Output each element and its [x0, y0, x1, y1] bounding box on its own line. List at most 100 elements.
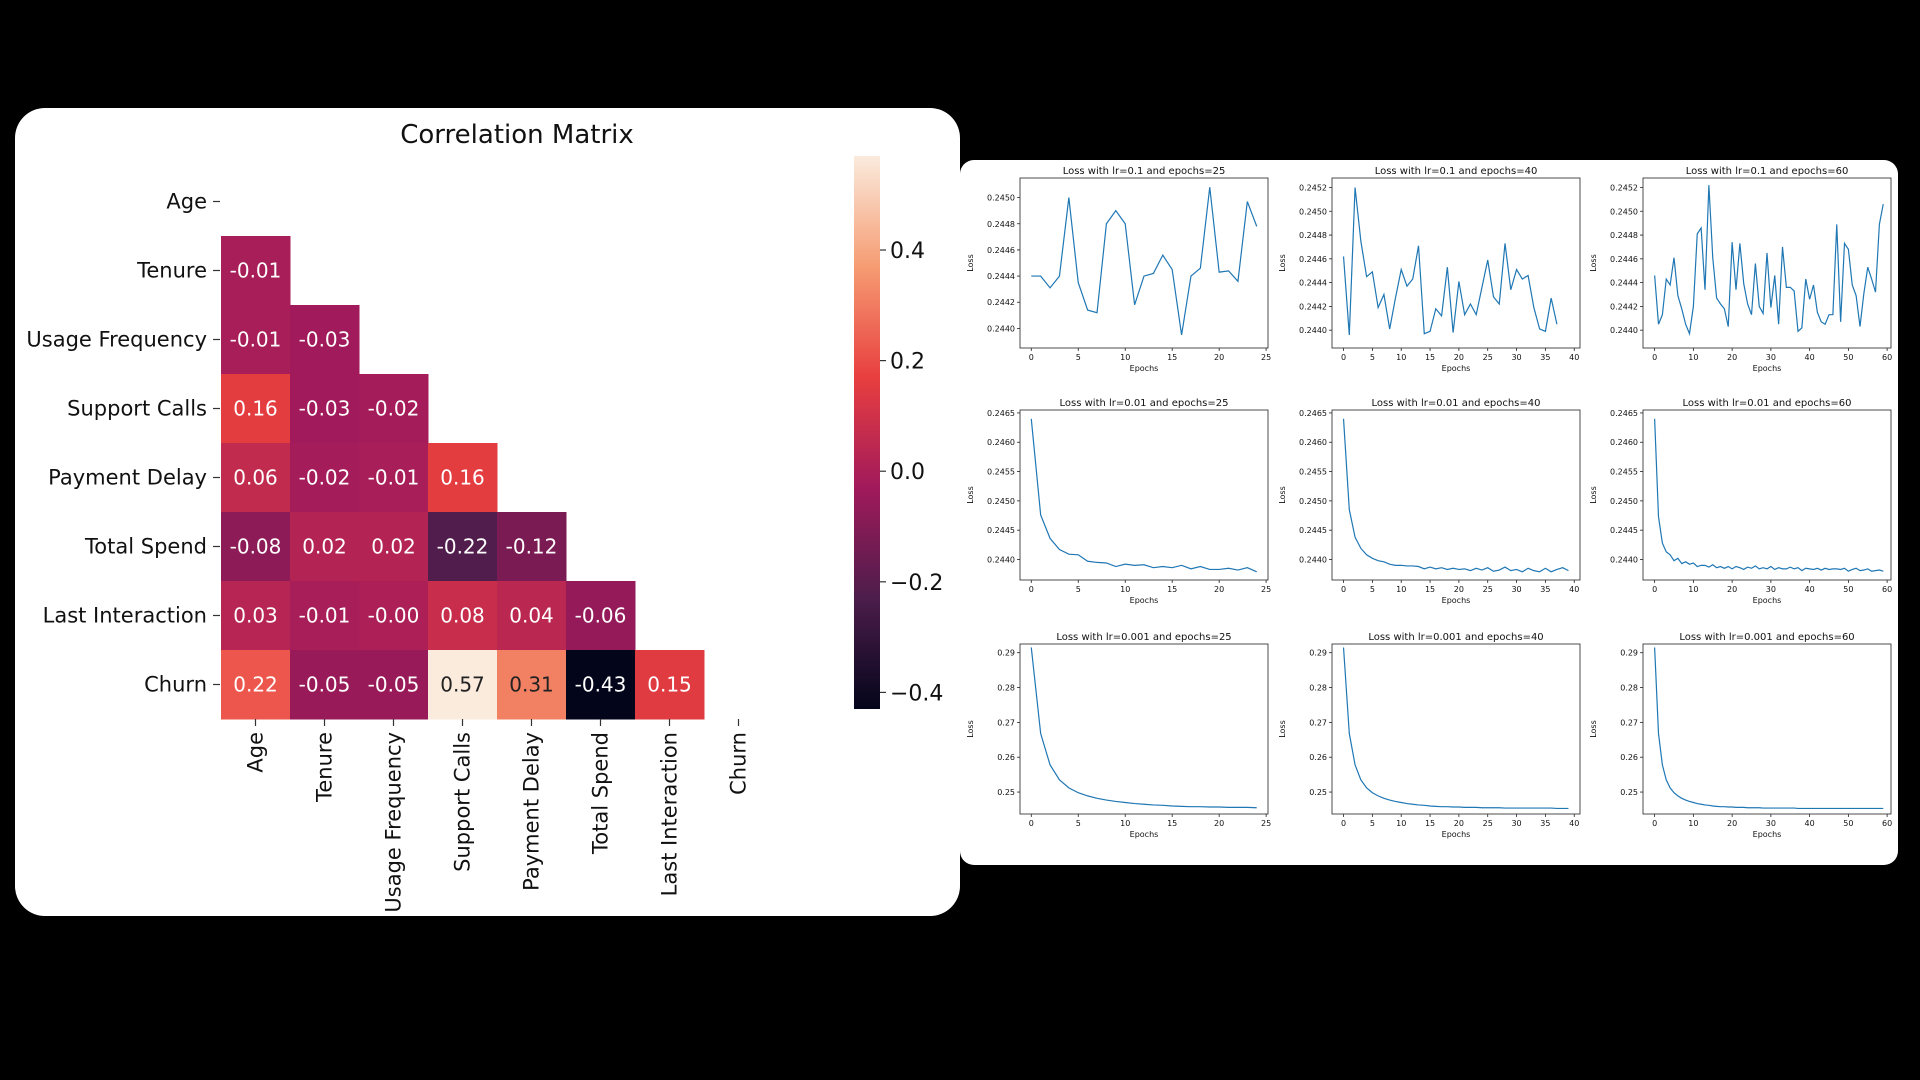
- y-tick-label: 0.2465: [1299, 409, 1327, 418]
- y-tick-label: 0.2440: [1299, 326, 1327, 335]
- loss-line: [1654, 185, 1884, 337]
- x-tick-label: 0: [1029, 819, 1034, 828]
- heatmap-cell-label: 0.02: [302, 535, 347, 559]
- y-axis-label: Loss: [1589, 486, 1598, 504]
- heatmap-cell: [359, 581, 429, 651]
- heatmap-cell-label: -0.02: [299, 466, 351, 490]
- heatmap-cell-label: 0.04: [509, 604, 554, 628]
- y-tick-label: 0.26: [1309, 753, 1327, 762]
- y-tick-label: 0.2440: [987, 324, 1015, 333]
- colorbar-tick-label: 0.4: [890, 239, 925, 264]
- x-tick-label: 10: [1120, 819, 1130, 828]
- y-tick-label: 0.28: [1620, 684, 1638, 693]
- heatmap-cell: [221, 443, 291, 513]
- y-axis-label: Loss: [1589, 254, 1598, 272]
- y-axis-label: Loss: [1278, 254, 1287, 272]
- y-axis-label: Loss: [966, 486, 975, 504]
- col-label: Payment Delay: [520, 732, 544, 891]
- x-tick-label: 0: [1652, 819, 1657, 828]
- loss-panel: Loss with lr=0.01 and epochs=60 0 10 20 30 40…: [1589, 398, 1892, 605]
- heatmap-cell-label: -0.01: [230, 328, 282, 352]
- heatmap-cell: [359, 650, 429, 720]
- col-label: Age: [244, 732, 268, 773]
- row-label: Payment Delay: [48, 466, 207, 490]
- heatmap-cell-label: -0.00: [368, 604, 420, 628]
- x-tick-label: 60: [1882, 353, 1892, 362]
- panel-title: Loss with lr=0.1 and epochs=40: [1375, 166, 1538, 177]
- loss-curves-card: Loss with lr=0.1 and epochs=25 0 5 10 15 20 25…: [960, 160, 1898, 865]
- col-label: Support Calls: [451, 732, 475, 872]
- heatmap-cell: [497, 512, 567, 582]
- y-tick-label: 0.27: [997, 718, 1015, 727]
- heatmap-cell: [221, 650, 291, 720]
- panel-title: Loss with lr=0.1 and epochs=60: [1686, 166, 1849, 177]
- loss-line: [1654, 418, 1884, 572]
- heatmap-title: Correlation Matrix: [400, 120, 634, 150]
- x-tick-label: 30: [1766, 819, 1776, 828]
- x-tick-label: 40: [1805, 585, 1815, 594]
- loss-line: [1031, 187, 1258, 336]
- col-label: Total Spend: [589, 732, 613, 855]
- x-axis-label: Epochs: [1130, 596, 1159, 605]
- y-tick-label: 0.26: [1620, 753, 1638, 762]
- y-tick-label: 0.2445: [1299, 526, 1327, 535]
- y-tick-label: 0.2444: [1610, 279, 1638, 288]
- row-label: Churn: [144, 673, 207, 697]
- y-tick-label: 0.2448: [987, 220, 1015, 229]
- heatmap-cell: [290, 305, 360, 375]
- x-tick-label: 60: [1882, 585, 1892, 594]
- y-tick-label: 0.2445: [987, 526, 1015, 535]
- x-tick-label: 20: [1727, 353, 1737, 362]
- x-axis-label: Epochs: [1442, 596, 1471, 605]
- x-tick-label: 15: [1167, 585, 1177, 594]
- heatmap-cell-label: -0.05: [299, 673, 351, 697]
- x-tick-label: 40: [1805, 819, 1815, 828]
- y-tick-label: 0.26: [997, 753, 1015, 762]
- x-tick-label: 20: [1214, 819, 1224, 828]
- plot-frame: [1331, 177, 1581, 349]
- loss-panel: Loss with lr=0.1 and epochs=40 0 5 10 15 20 25…: [1278, 166, 1581, 373]
- heatmap-cell: [221, 512, 291, 582]
- loss-line: [1342, 187, 1558, 335]
- y-axis-label: Loss: [1589, 720, 1598, 738]
- heatmap-cell: [428, 581, 498, 651]
- y-tick-label: 0.2445: [1610, 526, 1638, 535]
- y-tick-label: 0.2448: [1610, 231, 1638, 240]
- x-tick-label: 5: [1370, 819, 1375, 828]
- y-tick-label: 0.2444: [987, 272, 1015, 281]
- x-tick-label: 15: [1167, 353, 1177, 362]
- heatmap-cell: [290, 374, 360, 444]
- x-tick-label: 40: [1569, 353, 1579, 362]
- x-tick-label: 0: [1029, 585, 1034, 594]
- row-label: Usage Frequency: [26, 328, 207, 352]
- y-tick-label: 0.2460: [1299, 438, 1327, 447]
- y-axis-label: Loss: [1278, 486, 1287, 504]
- y-tick-label: 0.29: [997, 649, 1015, 658]
- col-label: Tenure: [313, 732, 337, 803]
- heatmap-cell-label: 0.22: [233, 673, 278, 697]
- colorbar-tick-label: 0.0: [890, 460, 925, 485]
- y-tick-label: 0.25: [997, 788, 1015, 797]
- x-tick-label: 0: [1341, 353, 1346, 362]
- y-axis-label: Loss: [1278, 720, 1287, 738]
- y-axis-label: Loss: [966, 254, 975, 272]
- y-axis-label: Loss: [966, 720, 975, 738]
- y-tick-label: 0.2455: [1610, 468, 1638, 477]
- x-tick-label: 20: [1214, 585, 1224, 594]
- loss-panel: Loss with lr=0.001 and epochs=25 0 5 10 15 20…: [966, 632, 1271, 839]
- heatmap-cell: [566, 650, 636, 720]
- x-tick-label: 0: [1341, 585, 1346, 594]
- y-tick-label: 0.28: [1309, 684, 1327, 693]
- y-tick-label: 0.2460: [1610, 438, 1638, 447]
- heatmap-cell-label: -0.06: [575, 604, 627, 628]
- loss-panel: Loss with lr=0.01 and epochs=40 0 5 10 15 20 2…: [1278, 398, 1581, 605]
- x-tick-label: 35: [1540, 353, 1550, 362]
- x-tick-label: 50: [1843, 819, 1853, 828]
- x-tick-label: 25: [1261, 585, 1271, 594]
- heatmap-cell: [428, 443, 498, 513]
- heatmap-cell-label: -0.22: [437, 535, 489, 559]
- y-tick-label: 0.2450: [987, 497, 1015, 506]
- correlation-heatmap-card: Correlation Matrix -0.01 -0.01 -0.03 0.16 -0.…: [15, 108, 960, 916]
- heatmap-cell: [497, 581, 567, 651]
- panel-title: Loss with lr=0.001 and epochs=25: [1056, 632, 1231, 643]
